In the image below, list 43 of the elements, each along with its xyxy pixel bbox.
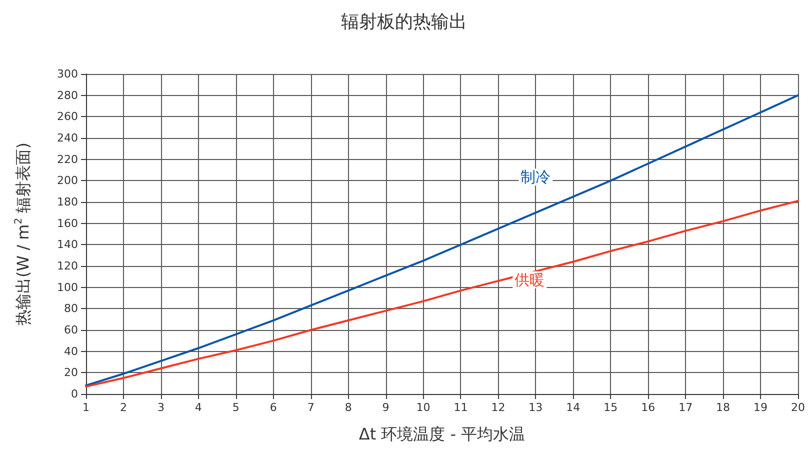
x-tick-label: 17: [678, 401, 693, 414]
y-tick-label: 60: [64, 324, 78, 336]
y-tick-label: 180: [57, 196, 78, 208]
y-tick-label: 300: [57, 68, 78, 80]
x-tick-label: 18: [716, 401, 730, 414]
y-tick-label: 0: [71, 388, 78, 400]
x-tick-label: 5: [232, 401, 240, 414]
y-tick-label: 260: [57, 110, 78, 124]
x-tick-label: 20: [791, 401, 805, 414]
y-tick-label: 80: [64, 302, 78, 316]
y-tick-label: 120: [57, 260, 78, 272]
series-label: 制冷: [520, 168, 551, 186]
x-tick-label: 14: [566, 401, 580, 414]
x-tick-label: 4: [194, 401, 202, 414]
x-tick-label: 9: [382, 401, 390, 414]
y-tick-label: 140: [57, 238, 78, 252]
line-series: [85, 94, 799, 386]
x-tick-label: 15: [604, 401, 618, 414]
y-tick-label: 240: [57, 132, 78, 144]
line-series: [85, 200, 799, 388]
x-tick-label: 7: [307, 401, 314, 414]
series-label: 供暖: [514, 270, 545, 289]
x-tick-label: 2: [120, 401, 127, 414]
x-tick-label: 13: [528, 401, 543, 414]
x-tick-label: 8: [344, 401, 352, 414]
x-tick-label: 3: [157, 401, 164, 414]
x-tick-label: 12: [491, 401, 506, 414]
y-tick-label: 40: [64, 344, 78, 358]
chart-title: 辐射板的热输出: [341, 12, 467, 32]
y-tick-label: 200: [57, 174, 78, 188]
x-tick-label: 6: [270, 401, 277, 414]
y-axis-title: 热输出(W / m2 辐射表面): [14, 142, 32, 326]
y-tick-label: 20: [64, 366, 78, 380]
y-tick-label: 160: [57, 216, 78, 230]
x-tick-label: 1: [82, 401, 90, 414]
x-tick-label: 19: [754, 401, 768, 414]
y-tick-label: 100: [57, 280, 78, 294]
x-tick-label: 16: [641, 401, 656, 414]
x-tick-label: 10: [416, 401, 430, 414]
y-tick-label: 220: [57, 152, 78, 166]
y-tick-label: 280: [57, 88, 78, 102]
x-axis-title: Δt 环境温度 - 平均水温: [358, 424, 526, 444]
x-tick-label: 11: [454, 401, 468, 414]
